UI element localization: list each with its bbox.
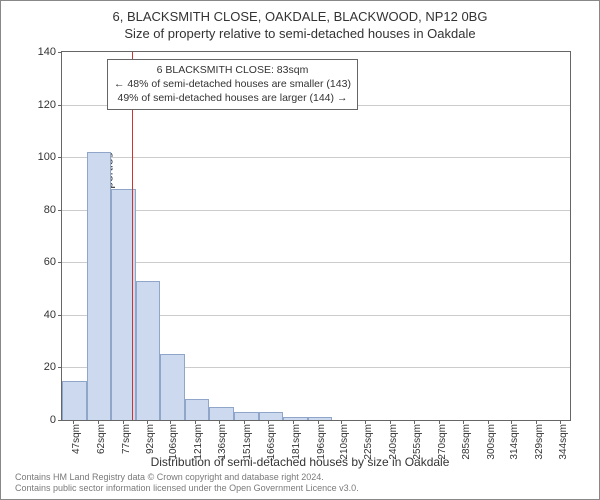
annotation-box: 6 BLACKSMITH CLOSE: 83sqm ← 48% of semi-… bbox=[107, 59, 358, 110]
histogram-bar bbox=[185, 399, 210, 420]
histogram-bar bbox=[87, 152, 112, 420]
ytick-mark bbox=[58, 157, 62, 158]
chart-container: 6, BLACKSMITH CLOSE, OAKDALE, BLACKWOOD,… bbox=[0, 0, 600, 500]
xtick-label: 92sqm bbox=[145, 424, 156, 454]
ytick-mark bbox=[58, 367, 62, 368]
x-axis-label: Distribution of semi-detached houses by … bbox=[1, 455, 599, 469]
footer-line2: Contains public sector information licen… bbox=[15, 483, 359, 495]
annotation-line3: 49% of semi-detached houses are larger (… bbox=[114, 91, 351, 105]
ytick-mark bbox=[58, 315, 62, 316]
ytick-mark bbox=[58, 105, 62, 106]
xtick-label: 77sqm bbox=[121, 424, 132, 454]
histogram-bar bbox=[259, 412, 284, 420]
histogram-bar bbox=[283, 417, 308, 420]
title-block: 6, BLACKSMITH CLOSE, OAKDALE, BLACKWOOD,… bbox=[1, 1, 599, 41]
ytick-label: 40 bbox=[44, 309, 56, 321]
annotation-line1: 6 BLACKSMITH CLOSE: 83sqm bbox=[114, 63, 351, 77]
ytick-mark bbox=[58, 52, 62, 53]
ytick-label: 80 bbox=[44, 204, 56, 216]
histogram-bar bbox=[160, 354, 185, 420]
footer-line1: Contains HM Land Registry data © Crown c… bbox=[15, 472, 359, 484]
chart-title-line2: Size of property relative to semi-detach… bbox=[1, 26, 599, 41]
xtick-label: 62sqm bbox=[96, 424, 107, 454]
footer-text: Contains HM Land Registry data © Crown c… bbox=[15, 472, 359, 495]
ytick-label: 0 bbox=[50, 414, 56, 426]
gridline bbox=[62, 157, 570, 158]
gridline bbox=[62, 210, 570, 211]
histogram-bar bbox=[234, 412, 259, 420]
plot-area: 02040608010012014047sqm62sqm77sqm92sqm10… bbox=[61, 51, 571, 421]
chart-title-line1: 6, BLACKSMITH CLOSE, OAKDALE, BLACKWOOD,… bbox=[1, 9, 599, 24]
ytick-label: 60 bbox=[44, 256, 56, 268]
histogram-bar bbox=[62, 381, 87, 420]
histogram-bar bbox=[308, 417, 333, 420]
gridline bbox=[62, 262, 570, 263]
ytick-mark bbox=[58, 210, 62, 211]
annotation-line2: ← 48% of semi-detached houses are smalle… bbox=[114, 77, 351, 91]
xtick-label: 47sqm bbox=[71, 424, 82, 454]
ytick-mark bbox=[58, 262, 62, 263]
ytick-label: 140 bbox=[38, 46, 56, 58]
ytick-label: 120 bbox=[38, 99, 56, 111]
ytick-mark bbox=[58, 420, 62, 421]
ytick-label: 100 bbox=[38, 151, 56, 163]
histogram-bar bbox=[209, 407, 234, 420]
histogram-bar bbox=[136, 281, 161, 420]
ytick-label: 20 bbox=[44, 361, 56, 373]
